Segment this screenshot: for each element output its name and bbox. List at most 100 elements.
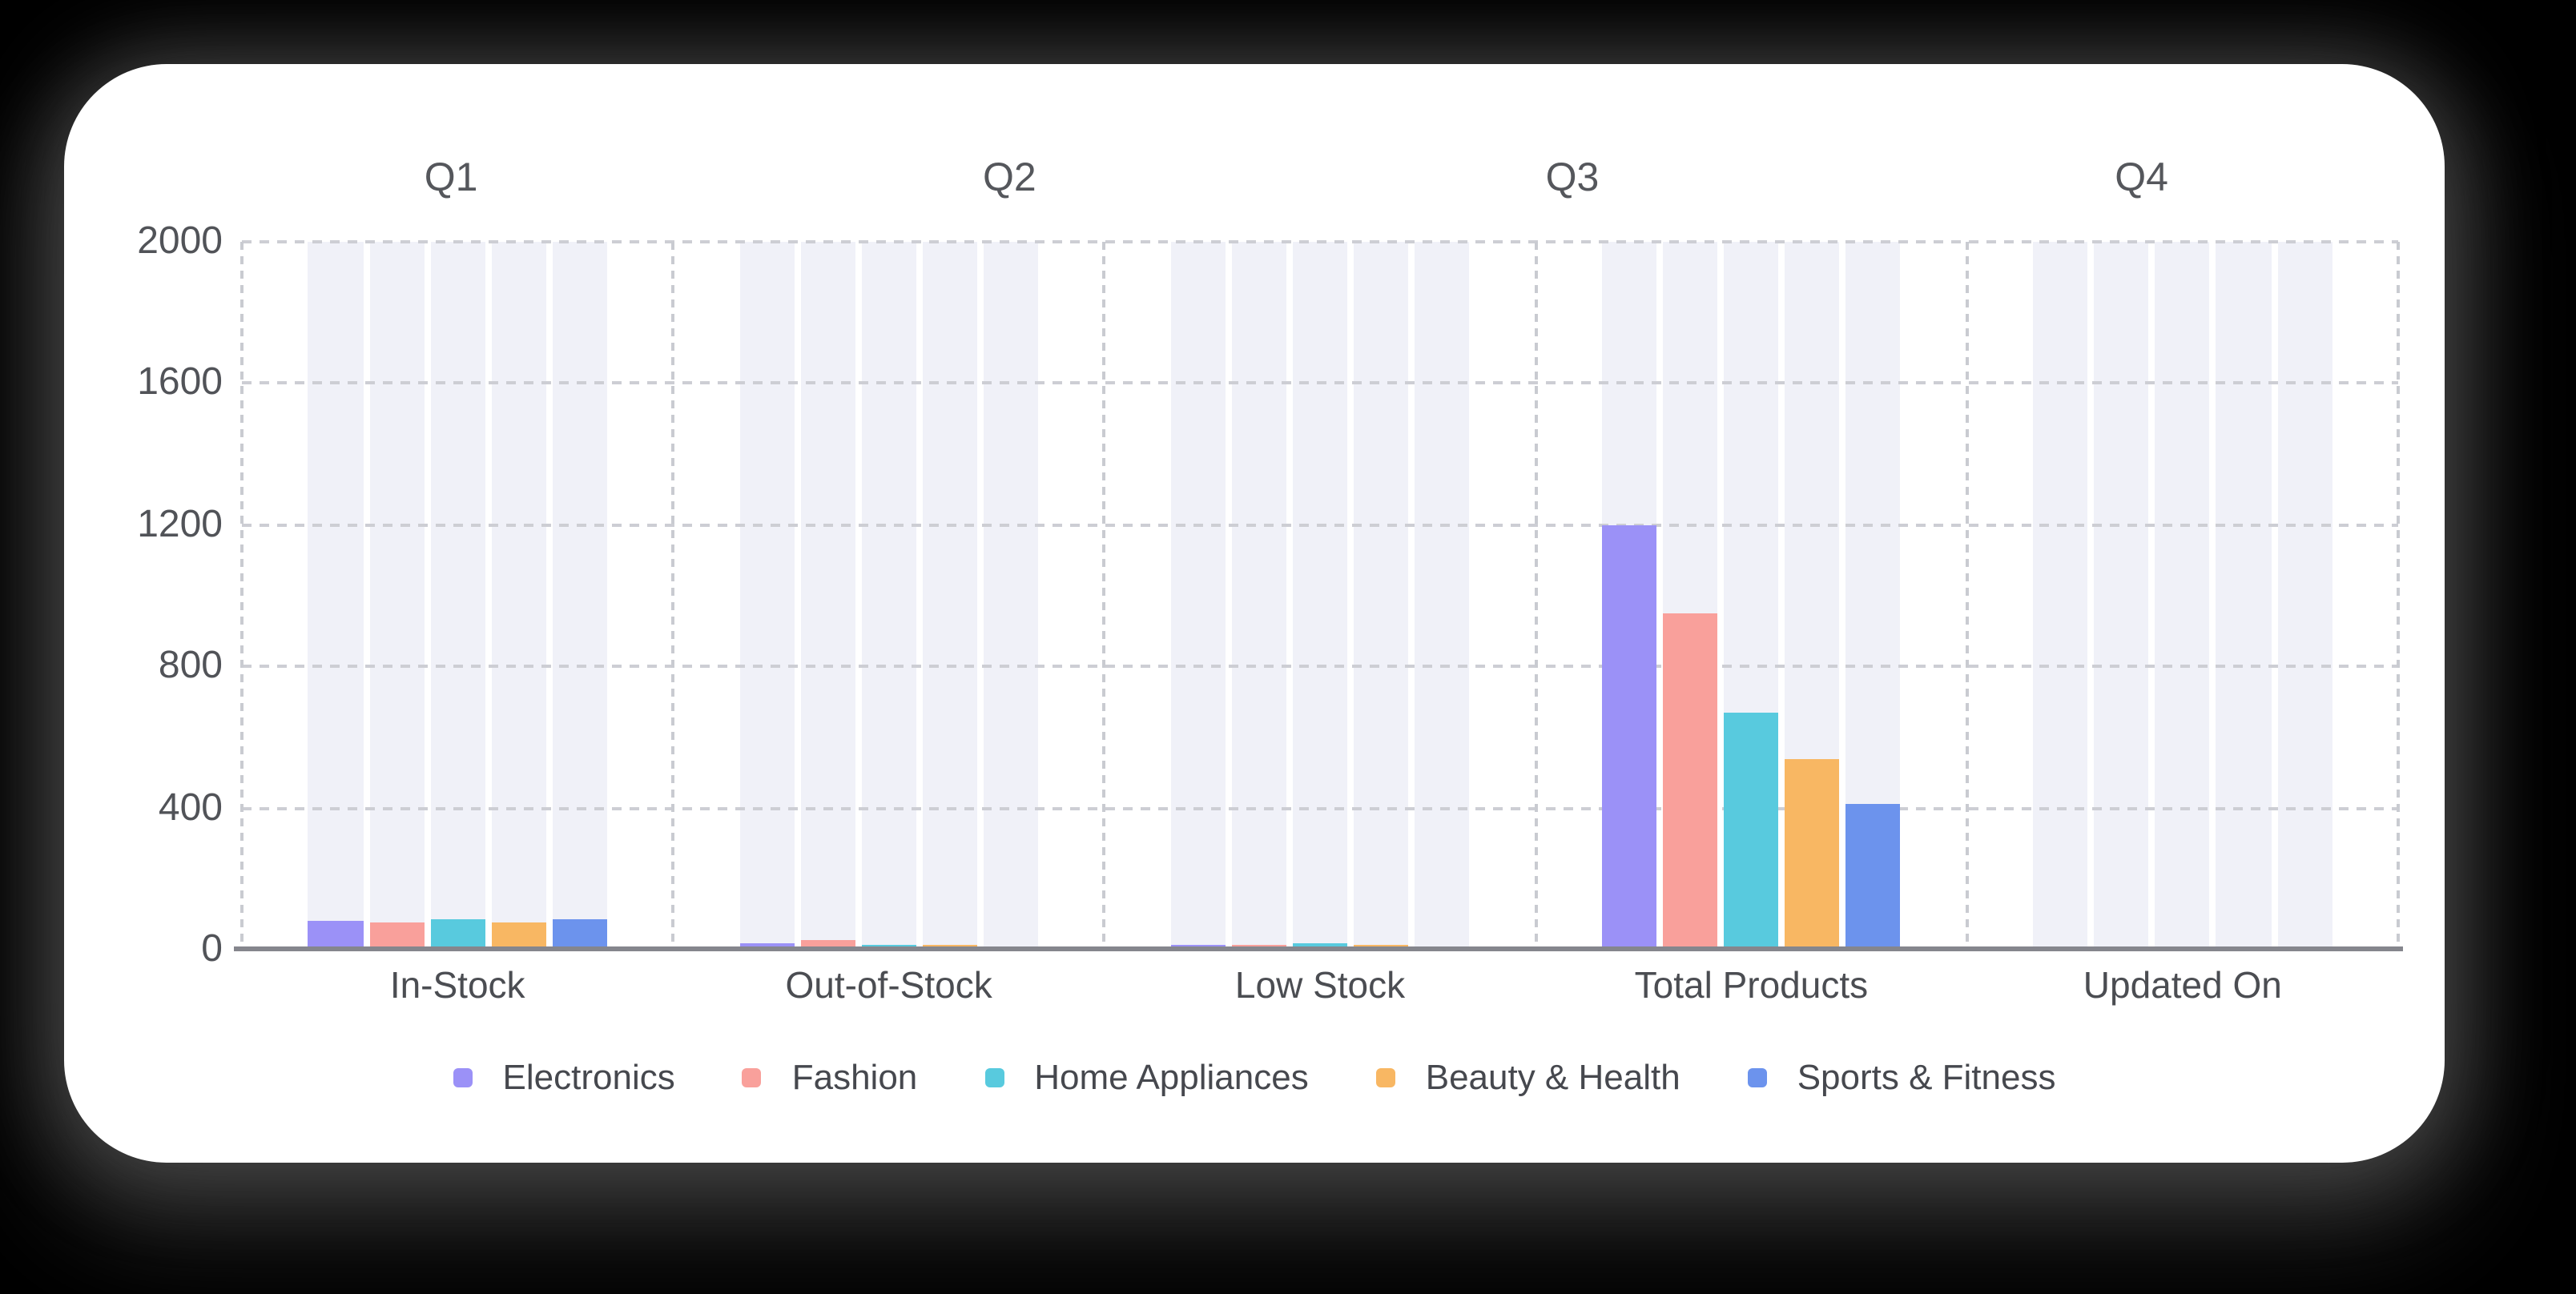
quarter-label-q1: Q1 — [424, 155, 478, 200]
bar-slots — [308, 242, 607, 950]
quarter-label-q4: Q4 — [2115, 155, 2168, 200]
bar-slot — [2094, 242, 2149, 950]
bar-slots — [1602, 242, 1901, 950]
background-band — [2094, 242, 2149, 950]
x-label-low-stock: Low Stock — [1234, 964, 1406, 1006]
legend-item-electronics[interactable]: Electronics — [453, 1057, 675, 1097]
quarter-label-q2: Q2 — [982, 155, 1036, 200]
bar-slot — [2216, 242, 2272, 950]
background-band — [2277, 242, 2332, 950]
bar-beauty-health — [491, 922, 546, 950]
bar-slot — [983, 242, 1038, 950]
legend-item-home-appliances[interactable]: Home Appliances — [984, 1057, 1309, 1097]
background-band — [430, 242, 485, 950]
background-band — [552, 242, 607, 950]
bar-slot — [1724, 242, 1779, 950]
bar-slot — [2033, 242, 2088, 950]
background-band — [1170, 242, 1226, 950]
background-band — [800, 242, 855, 950]
x-label-out-of-stock: Out-of-Stock — [785, 964, 992, 1006]
bar-home-appliances — [430, 919, 485, 950]
bar-group-updated-on — [1967, 242, 2398, 950]
bar-slot — [369, 242, 425, 950]
bar-slot — [308, 242, 364, 950]
legend-item-label: Home Appliances — [1034, 1057, 1309, 1097]
gridline-x-0 — [240, 242, 244, 950]
background-band — [1292, 242, 1348, 950]
gridline-x-3 — [1534, 242, 1538, 950]
y-tick-label-400: 400 — [158, 786, 223, 830]
background-band — [369, 242, 425, 950]
background-band — [308, 242, 364, 950]
bar-slot — [922, 242, 977, 950]
bar-group-out-of-stock — [673, 242, 1104, 950]
background-band — [2216, 242, 2272, 950]
bar-groups — [242, 242, 2398, 950]
chart-card: Q1 Q2 Q3 Q4 0 400 800 1200 1600 2000 In-Stock Out… — [64, 64, 2445, 1163]
legend-item-label: Sports & Fitness — [1797, 1057, 2056, 1097]
bar-slot — [1663, 242, 1718, 950]
background-band — [491, 242, 546, 950]
background-band — [983, 242, 1038, 950]
bar-group-in-stock — [242, 242, 673, 950]
bar-sports-fitness — [552, 918, 607, 950]
y-tick-label-1600: 1600 — [137, 360, 223, 404]
bar-slot — [430, 242, 485, 950]
bar-slot — [2277, 242, 2332, 950]
bar-slot — [1602, 242, 1657, 950]
legend-marker-icon — [1747, 1067, 1767, 1087]
y-tick-label-2000: 2000 — [137, 219, 223, 263]
background-band — [1354, 242, 1409, 950]
x-axis-line — [234, 946, 2403, 951]
bar-slot — [491, 242, 546, 950]
bar-group-low-stock — [1105, 242, 1536, 950]
bar-slot — [861, 242, 916, 950]
bar-fashion — [1663, 613, 1718, 950]
legend-item-label: Fashion — [791, 1057, 918, 1097]
bar-electronics — [1602, 524, 1657, 950]
bar-slot — [1845, 242, 1901, 950]
bar-slot — [800, 242, 855, 950]
bar-slot — [1785, 242, 1840, 950]
bar-group-total-products — [1536, 242, 1966, 950]
background-band — [2155, 242, 2210, 950]
gridline-x-1 — [671, 242, 675, 950]
bar-slots — [2033, 242, 2332, 950]
legend-marker-icon — [1375, 1067, 1395, 1087]
legend-item-sports-fitness[interactable]: Sports & Fitness — [1747, 1057, 2056, 1097]
bar-slot — [739, 242, 795, 950]
bar-slots — [1170, 242, 1470, 950]
bar-slot — [2155, 242, 2210, 950]
bar-slot — [1231, 242, 1286, 950]
bar-beauty-health — [1785, 758, 1840, 950]
quarter-label-q3: Q3 — [1545, 155, 1600, 200]
bar-slot — [1170, 242, 1226, 950]
gridline-x-4 — [1965, 242, 1969, 950]
quarter-labels-row: Q1 Q2 Q3 Q4 — [242, 155, 2398, 200]
legend-marker-icon — [453, 1067, 473, 1087]
gridline-x-5 — [2397, 242, 2400, 950]
y-tick-label-1200: 1200 — [137, 502, 223, 546]
bar-fashion — [369, 922, 425, 950]
x-label-updated-on: Updated On — [2083, 964, 2282, 1006]
legend-item-fashion[interactable]: Fashion — [742, 1057, 918, 1097]
legend-item-label: Beauty & Health — [1425, 1057, 1680, 1097]
y-tick-label-800: 800 — [158, 644, 223, 688]
background-band — [2033, 242, 2088, 950]
chart-legend: Electronics Fashion Home Appliances Beauty … — [64, 1057, 2445, 1097]
bar-electronics — [308, 920, 364, 950]
bar-slot — [1292, 242, 1348, 950]
bar-slots — [739, 242, 1038, 950]
gridline-y-1200 — [242, 523, 2398, 527]
background-band — [861, 242, 916, 950]
legend-marker-icon — [742, 1067, 762, 1087]
bar-sports-fitness — [1845, 804, 1901, 950]
background-band — [739, 242, 795, 950]
legend-item-beauty-health[interactable]: Beauty & Health — [1375, 1057, 1680, 1097]
bar-slot — [552, 242, 607, 950]
y-axis-tick-labels: 0 400 800 1200 1600 2000 — [64, 222, 223, 968]
gridline-y-1600 — [242, 381, 2398, 385]
bar-slot — [1354, 242, 1409, 950]
background-band — [1231, 242, 1286, 950]
